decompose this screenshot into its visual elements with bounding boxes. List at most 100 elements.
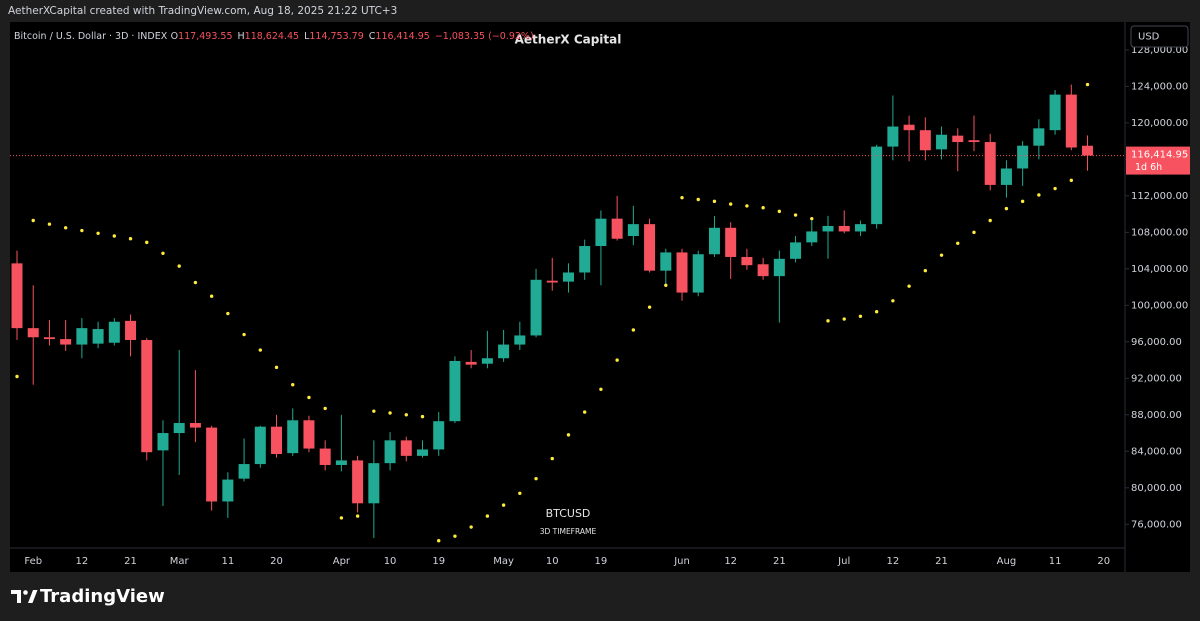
sar-dot	[550, 456, 554, 461]
candle-body	[92, 329, 104, 344]
candle-body	[725, 227, 737, 257]
sar-dot	[177, 264, 181, 268]
candle-body	[562, 272, 574, 282]
x-tick-label: 20	[270, 556, 283, 567]
candle-body	[530, 279, 542, 336]
candle-body	[287, 420, 299, 454]
candle-body	[303, 420, 315, 449]
sar-dot	[696, 197, 700, 202]
sar-dot	[907, 284, 911, 288]
sar-dot	[972, 230, 976, 235]
x-tick-label: Jul	[837, 556, 850, 567]
candle-body	[952, 135, 964, 143]
candle-body	[189, 423, 201, 428]
sar-dot	[437, 539, 441, 543]
candle-body	[125, 320, 137, 340]
candle-body	[968, 140, 980, 143]
sar-dot	[291, 383, 295, 387]
sar-dot	[420, 414, 425, 419]
candle-body	[60, 339, 72, 345]
x-tick-label: Aug	[997, 556, 1017, 567]
sar-dot	[372, 409, 376, 413]
sar-dot	[80, 228, 84, 233]
x-tick-label: 21	[935, 556, 948, 567]
sar-dot	[96, 231, 100, 235]
candle-body	[1017, 145, 1029, 169]
attribution: AetherXCapital created with TradingView.…	[8, 5, 397, 17]
x-tick-label: 20	[1097, 556, 1110, 567]
candle-body	[368, 463, 380, 504]
sar-dot	[63, 226, 68, 230]
ohlc-key: C	[369, 31, 376, 42]
candle-body	[595, 218, 607, 247]
sar-dot	[891, 299, 895, 303]
sar-dot	[680, 195, 684, 200]
sar-dot	[810, 216, 814, 221]
sar-dot	[226, 311, 230, 316]
y-tick-label: 76,000.00	[1131, 519, 1182, 530]
candle-body	[465, 361, 477, 365]
candle-body	[384, 440, 396, 464]
sar-dot	[339, 516, 344, 520]
currency-button[interactable]	[1130, 25, 1189, 48]
sar-dot	[518, 491, 522, 495]
candle-body	[1000, 168, 1012, 185]
sar-dot	[664, 283, 668, 287]
y-tick-label: 84,000.00	[1131, 446, 1182, 457]
candle-body	[43, 337, 55, 340]
x-tick-label: Feb	[24, 556, 42, 567]
ohlc-value: 116,414.95	[375, 31, 429, 42]
x-tick-label: 19	[595, 556, 608, 567]
sar-dot	[761, 206, 765, 210]
currency-label[interactable]: USD	[1138, 32, 1160, 43]
sar-dot	[307, 395, 311, 400]
sar-dot	[1037, 193, 1041, 197]
candle-body	[433, 421, 445, 450]
sar-dot	[858, 314, 863, 318]
candle-body	[1082, 145, 1094, 156]
y-tick-label: 108,000.00	[1131, 227, 1188, 238]
candle-body	[644, 224, 656, 271]
candle-body	[806, 231, 818, 243]
sar-dot	[161, 251, 165, 256]
y-tick-label: 104,000.00	[1131, 264, 1188, 275]
sar-dot	[1020, 199, 1025, 204]
x-tick-label: May	[493, 556, 514, 567]
x-tick-label: 12	[724, 556, 737, 567]
y-tick-label: 124,000.00	[1131, 81, 1188, 92]
candle-body	[903, 124, 915, 131]
sar-dot	[939, 253, 944, 257]
x-tick-label: 10	[384, 556, 397, 567]
sar-dot	[647, 305, 652, 309]
countdown: 1d 6h	[1135, 162, 1162, 173]
candle-body	[222, 479, 234, 502]
sar-dot	[1085, 82, 1090, 87]
sar-dot	[145, 240, 149, 245]
symbol: Bitcoin / U.S. Dollar · 3D · INDEX	[14, 31, 168, 42]
y-tick-label: 128,000.00	[1131, 45, 1188, 56]
sar-dot	[826, 319, 830, 323]
sar-dot	[1004, 206, 1009, 211]
ohlc-value: 114,753.79	[309, 31, 363, 42]
change: −1,083.35 (−0.92%)	[435, 31, 534, 42]
sar-dot	[355, 514, 360, 518]
candle-body	[854, 224, 866, 232]
ohlc-value: 118,624.45	[245, 31, 299, 42]
x-tick-label: 12	[76, 556, 89, 567]
candle-body	[936, 134, 948, 150]
candle-body	[1033, 128, 1045, 146]
sar-dot	[631, 328, 636, 332]
sar-dot	[47, 222, 52, 226]
candle-body	[708, 227, 720, 255]
sar-dot	[923, 268, 928, 273]
candle-body	[757, 264, 769, 277]
sar-dot	[599, 387, 603, 391]
candle-body	[76, 328, 88, 345]
candle-body	[871, 146, 883, 225]
sar-dot	[956, 241, 960, 245]
brand-logo	[11, 590, 38, 603]
watermark: BTCUSD	[546, 507, 591, 520]
sar-dot	[469, 525, 473, 529]
sar-dot	[777, 209, 782, 214]
